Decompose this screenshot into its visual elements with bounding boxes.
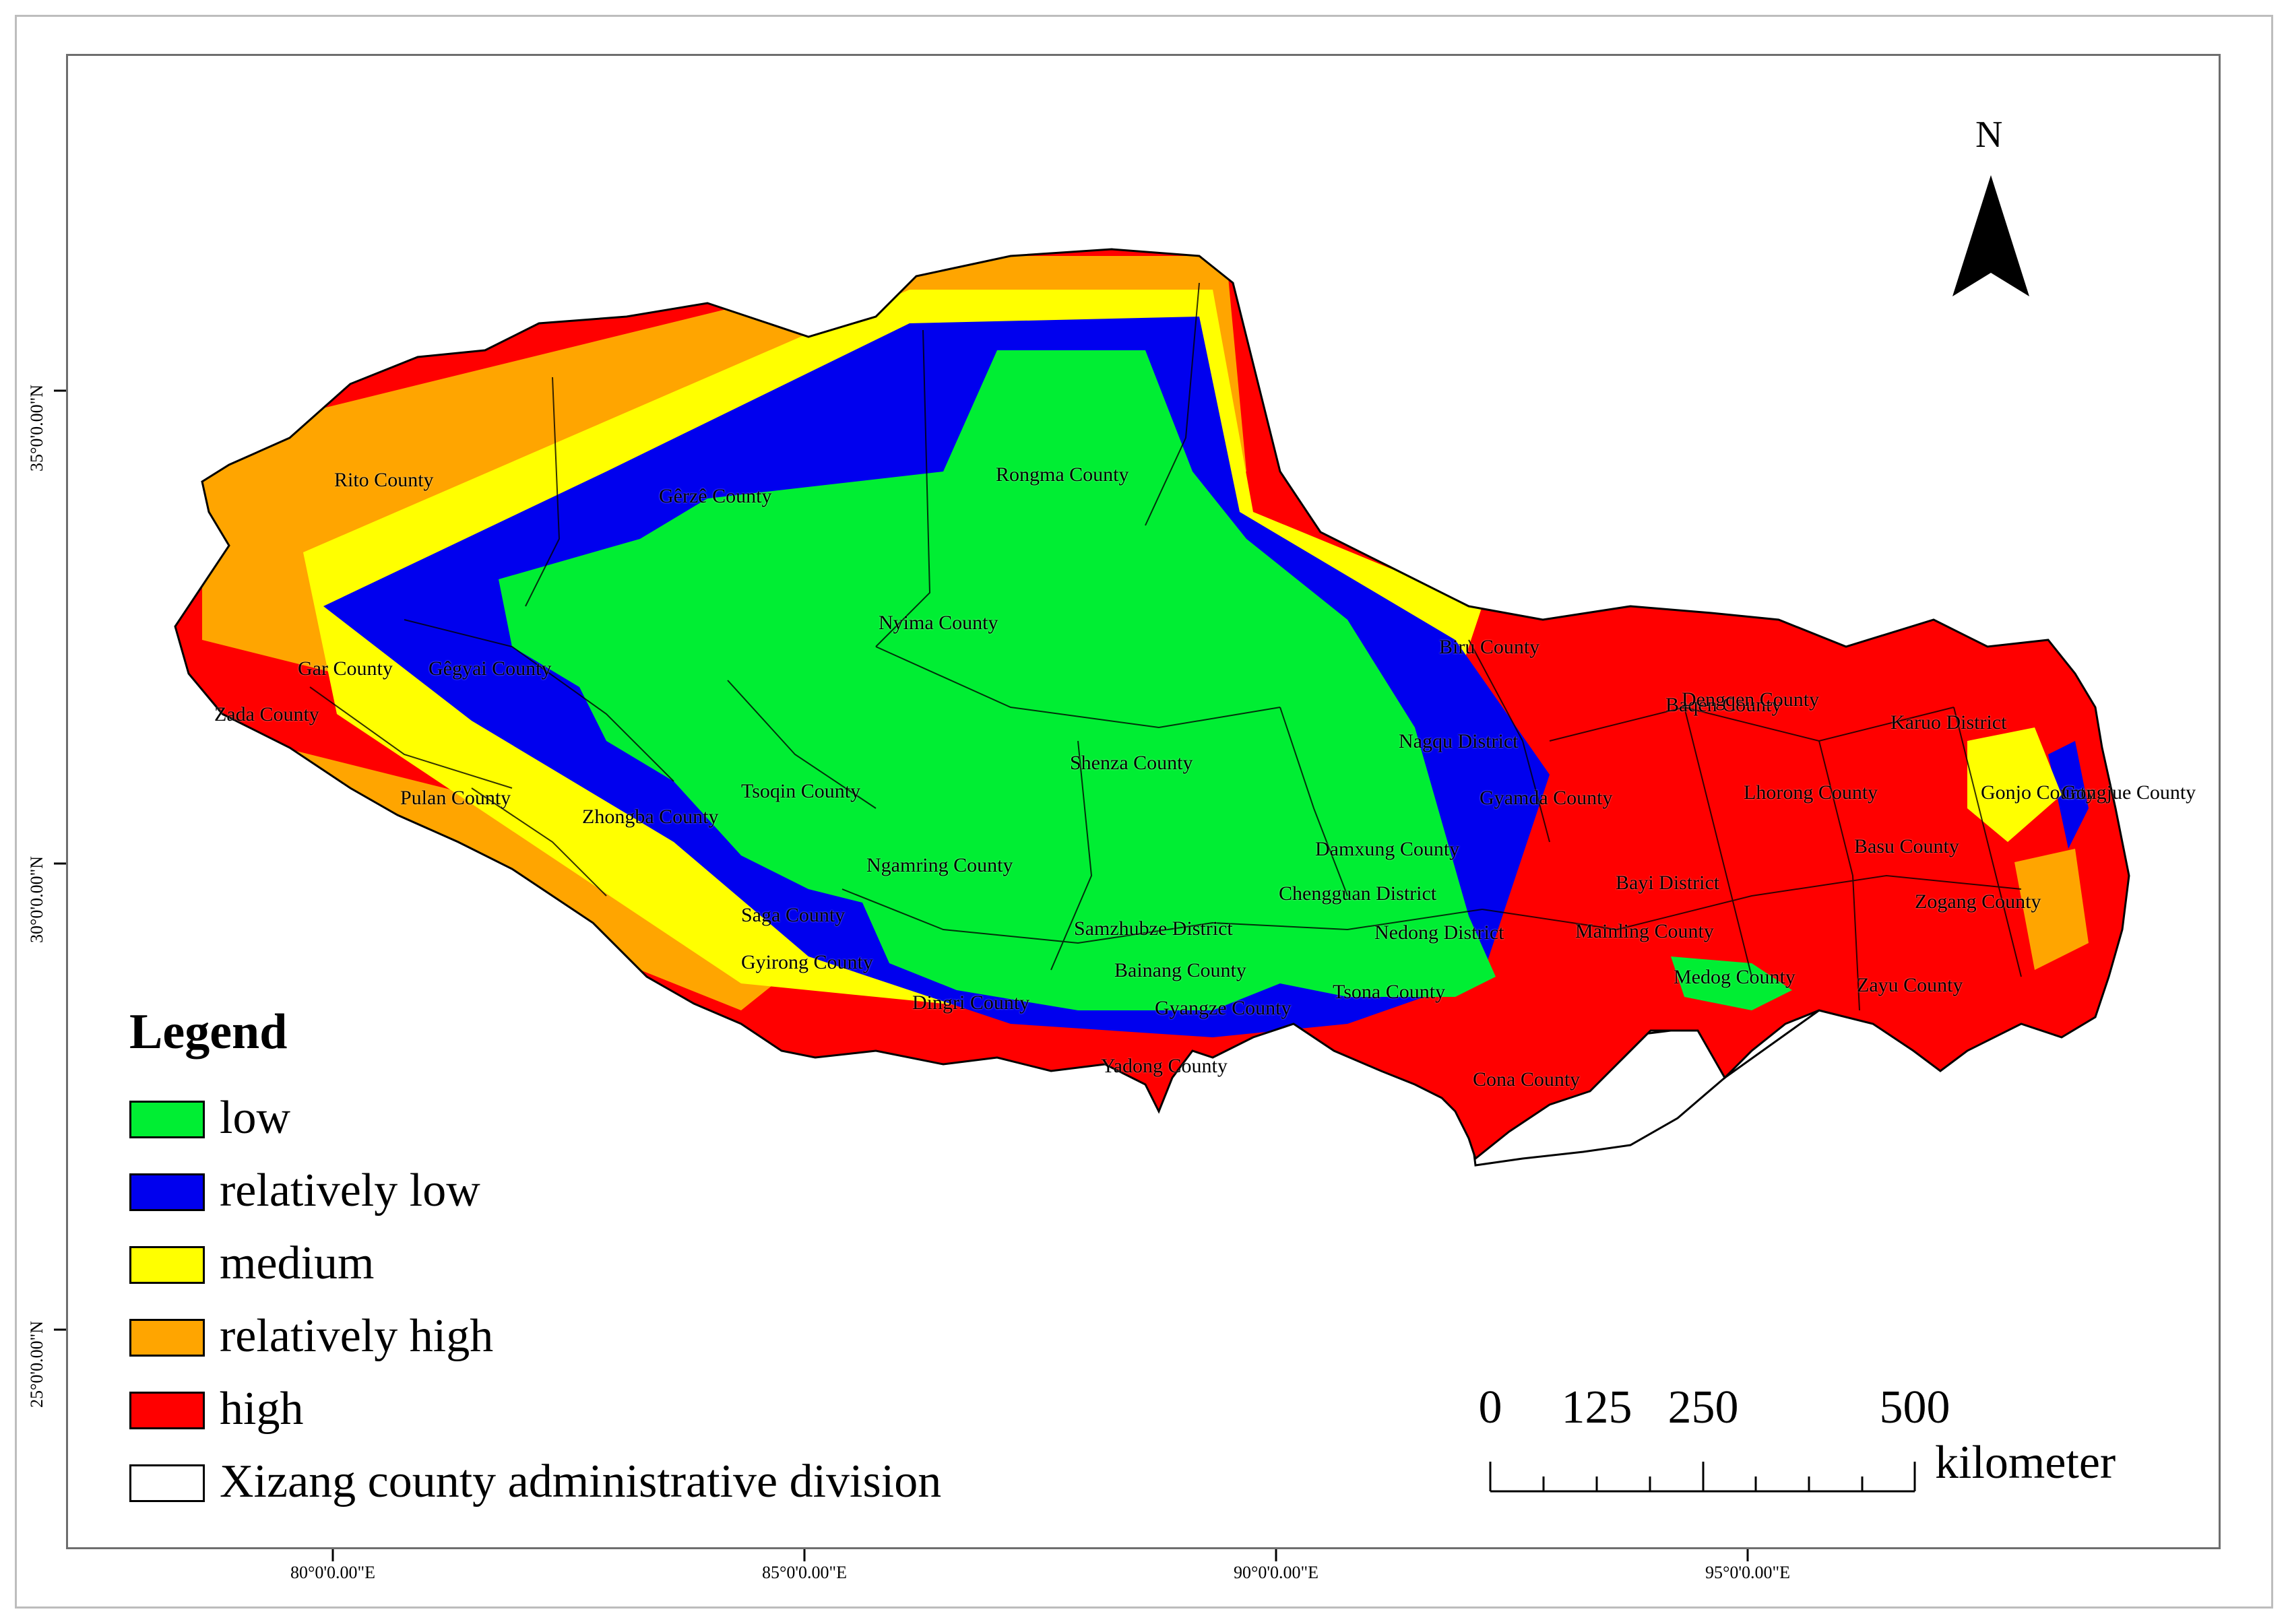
county-label: Medog County — [1674, 966, 1796, 988]
county-label: Gonjo County — [1981, 781, 2096, 804]
latitude-label-25: 25°0'0.00"N — [27, 1321, 46, 1408]
longitude-label-80: 80°0'0.00"E — [290, 1563, 376, 1582]
county-label: Ngamring County — [866, 854, 1013, 876]
zone-low-east — [1671, 956, 1792, 1010]
county-label: Zogang County — [1915, 890, 2041, 913]
county-label: Biru County — [1439, 636, 1540, 658]
county-label: Mainling County — [1575, 920, 1714, 942]
county-label: Chengguan District — [1279, 882, 1437, 905]
legend-label-relatively-low: relatively low — [220, 1165, 480, 1216]
legend-swatch-division — [129, 1464, 205, 1502]
legend-label-division: Xizang county administrative division — [220, 1456, 942, 1507]
county-label: Gar County — [298, 657, 393, 680]
zone-relatively-high-east — [2014, 849, 2089, 970]
county-label: Gêgyai County — [428, 657, 552, 680]
legend-swatch-medium — [129, 1246, 205, 1284]
territory-outline — [174, 248, 2130, 1161]
zone-medium-east — [1967, 727, 2062, 842]
scale-tick-label: 500 — [1879, 1382, 1950, 1433]
county-boundaries — [309, 282, 2022, 1011]
county-label: Nyima County — [879, 612, 998, 634]
county-label: Pulan County — [400, 787, 511, 809]
latitude-label-30: 30°0'0.00"N — [27, 856, 46, 943]
county-label: Dingri County — [912, 992, 1030, 1014]
county-label: Basu County — [1854, 835, 1959, 857]
county-label: Baqen County — [1665, 694, 1782, 716]
legend-label-high: high — [220, 1383, 304, 1435]
county-label: Dengqen County — [1682, 688, 1820, 711]
county-label: Gongjue County — [2062, 781, 2196, 804]
county-label: Nagqu District — [1399, 730, 1519, 752]
north-arrow-icon — [1952, 175, 2029, 296]
legend-swatch-relatively-low — [129, 1173, 205, 1211]
county-label: Gyangze County — [1155, 997, 1292, 1019]
scale-tick-label: 125 — [1561, 1382, 1632, 1433]
latitude-label-35: 35°0'0.00"N — [27, 385, 46, 472]
county-label: Samzhubze District — [1074, 917, 1233, 940]
county-label: Rito County — [334, 469, 434, 491]
legend-title: Legend — [129, 1004, 288, 1060]
outer-frame — [15, 15, 2273, 1609]
zone-relatively-high-2 — [256, 741, 808, 1010]
county-label: Bayi District — [1616, 872, 1720, 894]
legend-swatch-high — [129, 1392, 205, 1429]
longitude-label-90: 90°0'0.00"E — [1233, 1563, 1319, 1582]
county-label: Damxung County — [1315, 838, 1460, 860]
county-label: Gêrzê County — [659, 485, 772, 507]
county-label: Karuo District — [1890, 711, 2007, 734]
county-label: Rongma County — [996, 463, 1129, 486]
graticule-ticks — [54, 389, 1749, 1561]
county-label: Zada County — [214, 703, 319, 725]
county-label: Yadong County — [1101, 1055, 1228, 1077]
county-label: Tsona County — [1333, 981, 1446, 1003]
county-label: Nedong District — [1374, 921, 1504, 944]
county-label: Gyamda County — [1480, 787, 1613, 809]
legend-label-medium: medium — [220, 1237, 375, 1289]
legend-label-relatively-high: relatively high — [220, 1310, 494, 1362]
scale-tick-label: 0 — [1478, 1382, 1502, 1433]
legend-swatch-relatively-high — [129, 1319, 205, 1357]
longitude-label-85: 85°0'0.00"E — [761, 1563, 848, 1582]
county-label: Zayu County — [1857, 974, 1963, 996]
county-label: Lhorong County — [1744, 781, 1878, 804]
county-label: Gyirong County — [741, 951, 873, 973]
county-label: Zhongba County — [582, 806, 719, 828]
zone-low — [499, 350, 1496, 1010]
legend-swatch-low — [129, 1101, 205, 1138]
legend-label-low: low — [220, 1092, 290, 1144]
scale-tick-label: 250 — [1667, 1382, 1739, 1433]
north-label: N — [1975, 114, 2003, 156]
county-label: Shenza County — [1070, 752, 1193, 774]
zone-relatively-low-east — [2048, 741, 2089, 849]
county-label: Bainang County — [1114, 959, 1246, 981]
scale-unit-label: kilometer — [1935, 1437, 2116, 1489]
county-label: Tsoqin County — [741, 780, 861, 802]
scale-bar — [1489, 1462, 1916, 1493]
longitude-label-95: 95°0'0.00"E — [1705, 1563, 1791, 1582]
county-label: Saga County — [741, 904, 846, 926]
county-label: Cona County — [1473, 1068, 1581, 1091]
